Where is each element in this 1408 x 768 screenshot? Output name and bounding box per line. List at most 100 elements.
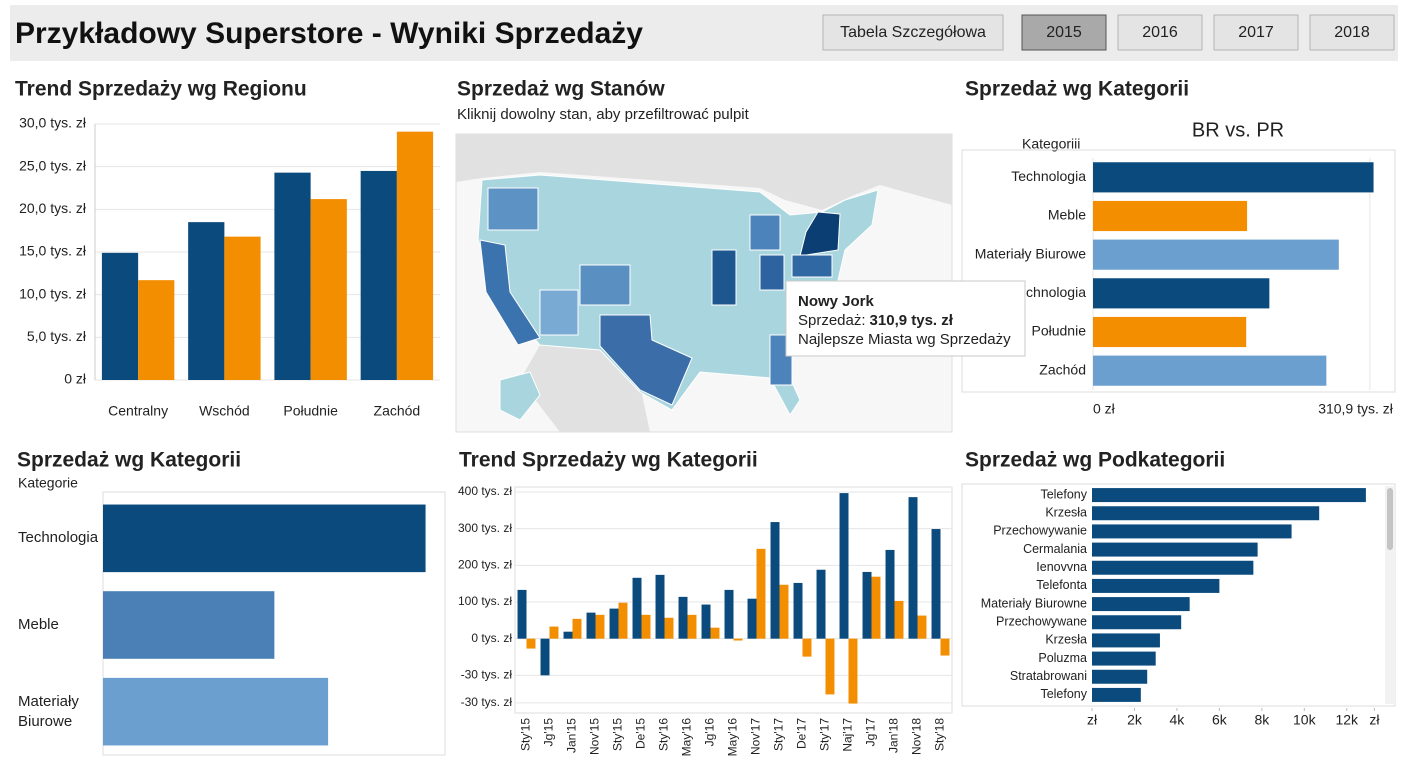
state-washington[interactable]	[487, 187, 539, 231]
year-button[interactable]	[822, 14, 1004, 51]
bar[interactable]	[1093, 355, 1327, 386]
state-pennsylvania[interactable]	[791, 254, 833, 278]
state-texas[interactable]	[599, 314, 693, 406]
bar[interactable]	[894, 600, 904, 639]
bar[interactable]	[710, 627, 720, 639]
bar[interactable]	[1093, 162, 1374, 193]
bar[interactable]	[724, 589, 734, 639]
scrollbar-thumb[interactable]	[1387, 488, 1393, 550]
category-label-box: Meble	[18, 616, 59, 633]
bar[interactable]	[816, 569, 826, 639]
button-label[interactable]: 2018	[1334, 24, 1370, 41]
bar[interactable]	[224, 236, 261, 380]
y-tick-label: 0 zł	[64, 371, 87, 387]
bar[interactable]	[862, 571, 872, 639]
state-alaska[interactable]	[499, 371, 541, 421]
scrollbar-track[interactable]	[1385, 486, 1395, 704]
year-button[interactable]	[1309, 14, 1395, 51]
bar[interactable]	[871, 576, 881, 639]
bar[interactable]	[396, 131, 434, 380]
bar[interactable]	[756, 548, 766, 639]
bar[interactable]	[1093, 278, 1270, 309]
bar[interactable]	[779, 584, 789, 639]
bar[interactable]	[549, 626, 559, 639]
bar[interactable]	[103, 504, 426, 573]
state-michigan[interactable]	[749, 214, 781, 251]
bar[interactable]	[839, 493, 849, 639]
bar[interactable]	[802, 638, 812, 657]
category-label: Technologia	[18, 529, 99, 547]
bar[interactable]	[563, 631, 573, 639]
bar[interactable]	[1092, 560, 1254, 575]
bar[interactable]	[101, 252, 139, 380]
bar[interactable]	[747, 598, 757, 639]
state-new-york[interactable]	[799, 211, 841, 257]
bar[interactable]	[733, 638, 743, 641]
bar[interactable]	[908, 497, 918, 639]
year-button[interactable]	[1021, 14, 1107, 51]
bar[interactable]	[274, 172, 311, 380]
bar[interactable]	[1093, 239, 1339, 270]
bar[interactable]	[1092, 506, 1320, 521]
bar[interactable]	[310, 199, 347, 380]
bar[interactable]	[1092, 542, 1258, 557]
bar[interactable]	[701, 604, 711, 639]
y-tick-label: 15,0 tys. zł	[19, 243, 87, 259]
bar[interactable]	[526, 638, 536, 649]
bar[interactable]	[1093, 200, 1248, 232]
bar[interactable]	[885, 549, 895, 639]
bar[interactable]	[188, 222, 225, 380]
x-tick-label: De'17	[795, 718, 809, 749]
bar[interactable]	[931, 529, 941, 639]
bar[interactable]	[1092, 633, 1160, 648]
bar[interactable]	[1093, 316, 1247, 348]
plot-frame	[514, 486, 953, 714]
bar[interactable]	[586, 612, 596, 639]
bar[interactable]	[825, 638, 835, 695]
bar[interactable]	[678, 596, 688, 639]
bar[interactable]	[641, 614, 651, 639]
bar[interactable]	[540, 638, 550, 676]
state-illinois[interactable]	[711, 249, 737, 306]
state-california[interactable]	[479, 239, 541, 346]
bar[interactable]	[632, 577, 642, 639]
bar[interactable]	[793, 582, 803, 639]
state-colorado[interactable]	[579, 264, 631, 306]
bar[interactable]	[360, 170, 397, 380]
year-button[interactable]	[1213, 14, 1299, 51]
bar[interactable]	[655, 574, 665, 639]
bar[interactable]	[1092, 669, 1148, 684]
state-ohio[interactable]	[759, 254, 785, 291]
bar[interactable]	[1092, 578, 1220, 593]
button-label[interactable]: 2017	[1238, 24, 1274, 41]
button-label[interactable]: 2016	[1142, 24, 1178, 41]
bar[interactable]	[770, 522, 780, 639]
bar[interactable]	[595, 614, 605, 639]
bar[interactable]	[1092, 687, 1141, 702]
state-arizona[interactable]	[539, 289, 579, 336]
x-tick-label: zł	[1087, 712, 1098, 728]
bar[interactable]	[103, 677, 329, 746]
bar[interactable]	[687, 614, 697, 639]
bar[interactable]	[517, 589, 527, 639]
bar[interactable]	[917, 615, 927, 639]
bar[interactable]	[1092, 615, 1182, 630]
bar[interactable]	[103, 591, 275, 659]
bar[interactable]	[1092, 651, 1156, 666]
bar[interactable]	[572, 618, 582, 639]
x-tick-label: Jan'15	[565, 718, 579, 753]
bar[interactable]	[1092, 524, 1292, 539]
button-label[interactable]: 2015	[1046, 24, 1082, 41]
bar[interactable]	[664, 617, 674, 639]
bar[interactable]	[848, 638, 858, 704]
bar[interactable]	[618, 602, 628, 639]
bar[interactable]	[1092, 597, 1190, 612]
bar[interactable]	[609, 608, 619, 639]
bar[interactable]	[138, 280, 175, 380]
button-label[interactable]: Tabela Szczegółowa	[840, 24, 986, 41]
canada	[456, 134, 952, 210]
bar[interactable]	[940, 638, 950, 656]
bar[interactable]	[1092, 488, 1366, 503]
year-button[interactable]	[1117, 14, 1203, 51]
